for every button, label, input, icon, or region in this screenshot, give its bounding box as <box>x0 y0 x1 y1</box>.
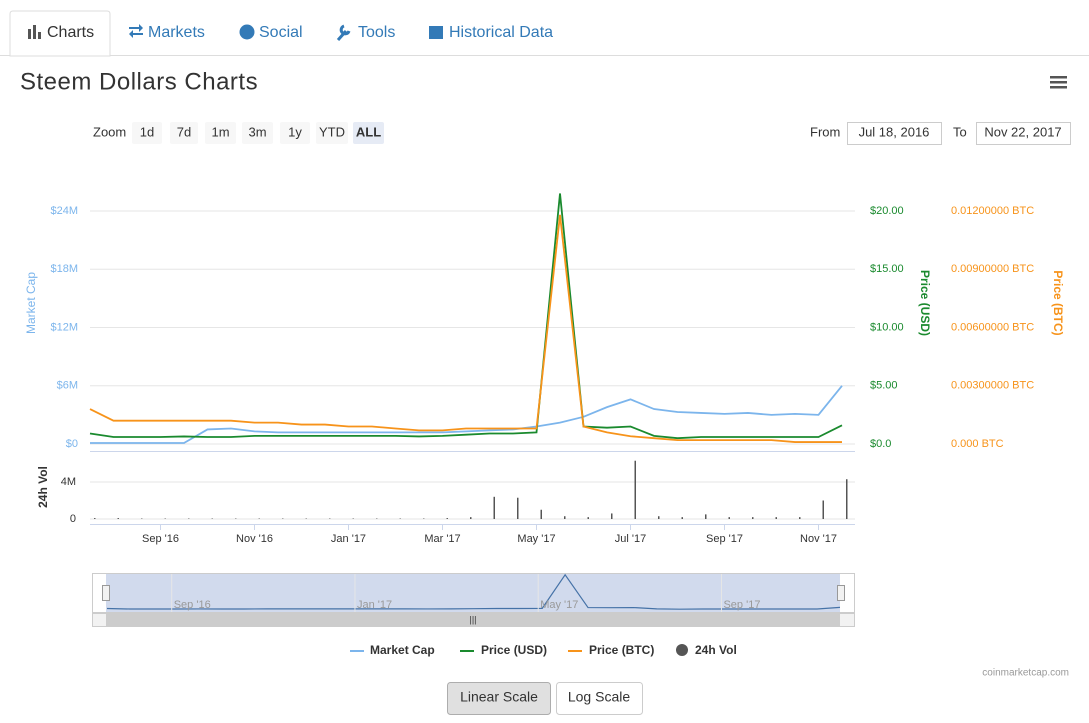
y-tick-label: 4M <box>61 476 76 488</box>
volume-bar <box>635 461 637 519</box>
y-axis-title: Market Cap <box>24 272 38 334</box>
series-line <box>90 215 842 442</box>
x-tick-label: May '17 <box>517 533 555 545</box>
y-tick-label: $18M <box>50 263 78 275</box>
series-line <box>90 194 842 439</box>
from-date[interactable]: Jul 18, 2016 <box>859 124 930 139</box>
x-tick-label: Jul '17 <box>615 533 646 545</box>
y-tick-label: $0 <box>66 438 78 450</box>
volume-bar <box>799 517 801 519</box>
legend-label[interactable]: 24h Vol <box>695 643 737 657</box>
zoom-button-label[interactable]: YTD <box>319 124 345 139</box>
scale-button-label[interactable]: Log Scale <box>568 689 630 705</box>
zoom-button-label[interactable]: 1y <box>288 124 302 139</box>
tab[interactable]: Charts <box>47 24 94 41</box>
legend-symbol[interactable] <box>676 644 688 656</box>
volume-bar <box>776 517 778 519</box>
tab-icon <box>240 25 255 40</box>
y2-tick-label: $15.00 <box>870 263 904 275</box>
volume-bar <box>470 517 472 519</box>
y3-tick-label: 0.00300000 BTC <box>951 380 1034 392</box>
zoom-button-label[interactable]: 7d <box>177 124 191 139</box>
volume-bar <box>118 518 120 519</box>
zoom-button-label[interactable]: ALL <box>356 124 381 139</box>
volume-bar <box>611 513 613 519</box>
menu-icon[interactable] <box>1050 76 1067 89</box>
from-label: From <box>810 124 840 139</box>
x-tick-label: Nov '16 <box>236 533 273 545</box>
legend-label[interactable]: Price (USD) <box>481 643 547 657</box>
x-tick-label: Sep '17 <box>706 533 743 545</box>
volume-bar <box>564 516 566 519</box>
y3-tick-label: 0.000 BTC <box>951 438 1004 450</box>
tab[interactable]: Tools <box>358 24 395 41</box>
navigator-handle[interactable] <box>838 586 845 601</box>
volume-bar <box>658 516 660 519</box>
y3-axis-title: Price (BTC) <box>1051 270 1065 335</box>
volume-bar <box>823 501 825 520</box>
y2-tick-label: $20.00 <box>870 205 904 217</box>
zoom-button-label[interactable]: 1d <box>140 124 154 139</box>
zoom-button-label[interactable]: 1m <box>211 124 229 139</box>
tab[interactable]: Markets <box>148 24 205 41</box>
volume-bar <box>447 518 449 519</box>
x-tick-label: Jan '17 <box>331 533 366 545</box>
y3-tick-label: 0.00600000 BTC <box>951 321 1034 333</box>
y-axis-title: 24h Vol <box>36 466 50 508</box>
y2-tick-label: $5.00 <box>870 380 898 392</box>
y-tick-label: $6M <box>57 380 78 392</box>
legend-label[interactable]: Market Cap <box>370 643 435 657</box>
x-tick-label: Nov '17 <box>800 533 837 545</box>
navigator-label: May '17 <box>540 599 578 611</box>
navigator-handle[interactable] <box>103 586 110 601</box>
zoom-label: Zoom <box>93 124 126 139</box>
tab-icon <box>429 26 443 39</box>
tab[interactable]: Social <box>259 24 303 41</box>
tab-icon <box>338 26 349 40</box>
y-tick-label: $12M <box>50 321 78 333</box>
to-date[interactable]: Nov 22, 2017 <box>984 124 1061 139</box>
to-label: To <box>953 124 967 139</box>
tab-icon <box>129 24 143 38</box>
page-title: Steem Dollars Charts <box>20 68 258 95</box>
y-tick-label: $24M <box>50 205 78 217</box>
volume-bar <box>517 498 519 519</box>
scroll-grip: ||| <box>469 614 476 624</box>
zoom-button-label[interactable]: 3m <box>248 124 266 139</box>
volume-bar <box>846 479 848 519</box>
navigator-label: Sep '16 <box>174 599 211 611</box>
volume-bar <box>705 514 707 519</box>
navigator-label: Jan '17 <box>357 599 392 611</box>
scale-button-label[interactable]: Linear Scale <box>460 689 538 705</box>
credits[interactable]: coinmarketcap.com <box>982 668 1069 679</box>
y2-axis-title: Price (USD) <box>918 270 932 336</box>
volume-bar <box>94 518 96 519</box>
volume-bar <box>729 517 731 519</box>
volume-bar <box>541 510 543 519</box>
volume-bar <box>752 517 754 519</box>
y3-tick-label: 0.00900000 BTC <box>951 263 1034 275</box>
y2-tick-label: $0.0 <box>870 438 891 450</box>
volume-bar <box>588 517 590 519</box>
tab[interactable]: Historical Data <box>449 24 553 41</box>
y-tick-label: 0 <box>70 513 76 525</box>
navigator-label: Sep '17 <box>723 599 760 611</box>
volume-bar <box>494 497 496 519</box>
x-tick-label: Sep '16 <box>142 533 179 545</box>
volume-bar <box>682 517 684 519</box>
y3-tick-label: 0.01200000 BTC <box>951 205 1034 217</box>
legend-label[interactable]: Price (BTC) <box>589 643 654 657</box>
y2-tick-label: $10.00 <box>870 321 904 333</box>
x-tick-label: Mar '17 <box>424 533 460 545</box>
